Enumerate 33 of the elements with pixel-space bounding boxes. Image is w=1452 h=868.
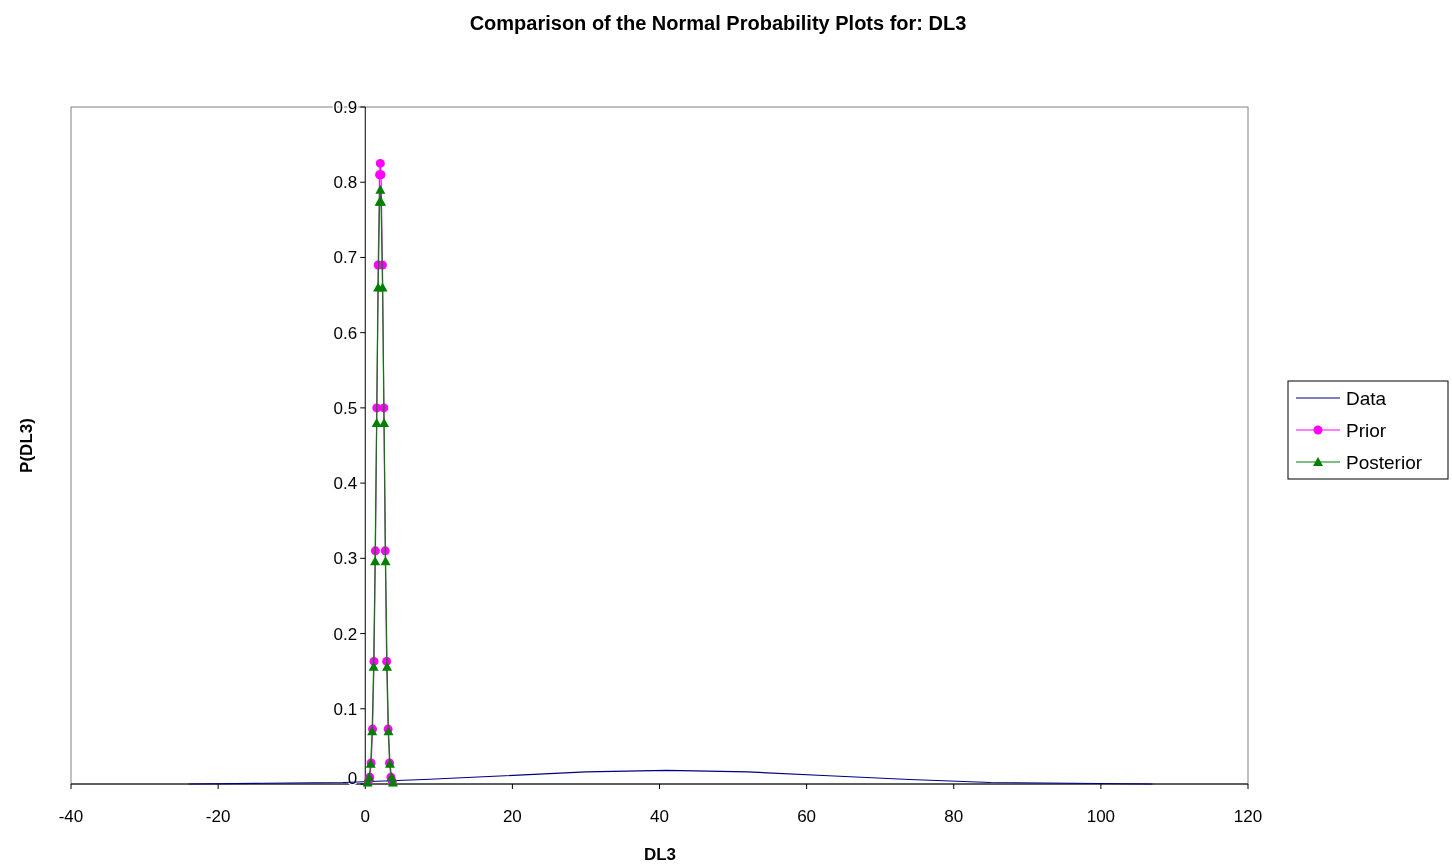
point: [368, 661, 379, 671]
y-axis-title: P(DL3): [17, 418, 36, 473]
point: [370, 556, 381, 566]
point: [382, 661, 393, 671]
x-tick-label: 100: [1086, 807, 1116, 826]
legend-label: Posterior: [1346, 452, 1423, 473]
legend-label: Prior: [1346, 420, 1387, 441]
point: [375, 158, 385, 168]
y-tick-label: 0.5: [333, 398, 358, 418]
x-tick-label: -20: [205, 807, 231, 826]
point: [377, 282, 388, 292]
y-tick-label: 0.2: [333, 624, 358, 644]
legend-label: Data: [1346, 388, 1387, 409]
x-tick-label: 20: [502, 807, 522, 826]
x-tick-label: 40: [650, 807, 669, 826]
x-axis-title: DL3: [643, 845, 677, 864]
y-tick-label: 0.9: [333, 98, 358, 117]
y-tick-label: 0.4: [333, 474, 358, 494]
x-tick-label: 120: [1233, 807, 1263, 826]
point: [379, 417, 390, 427]
point: [375, 184, 386, 194]
x-tick-label: 60: [797, 807, 817, 826]
y-tick-label: 0.1: [333, 699, 358, 719]
point: [380, 556, 391, 566]
y-tick-label: 0.3: [333, 549, 358, 569]
x-tick-label: 80: [944, 807, 964, 826]
x-tick-label: -40: [58, 807, 84, 826]
chart-title: Comparison of the Normal Probability Plots for: DL3: [469, 12, 967, 34]
y-tick-label: 0.8: [333, 173, 358, 193]
line-series: [188, 769, 1153, 785]
x-tick-label: 0: [360, 807, 370, 826]
y-tick-label: 0.6: [333, 323, 358, 343]
y-tick-label: 0.7: [333, 248, 358, 268]
